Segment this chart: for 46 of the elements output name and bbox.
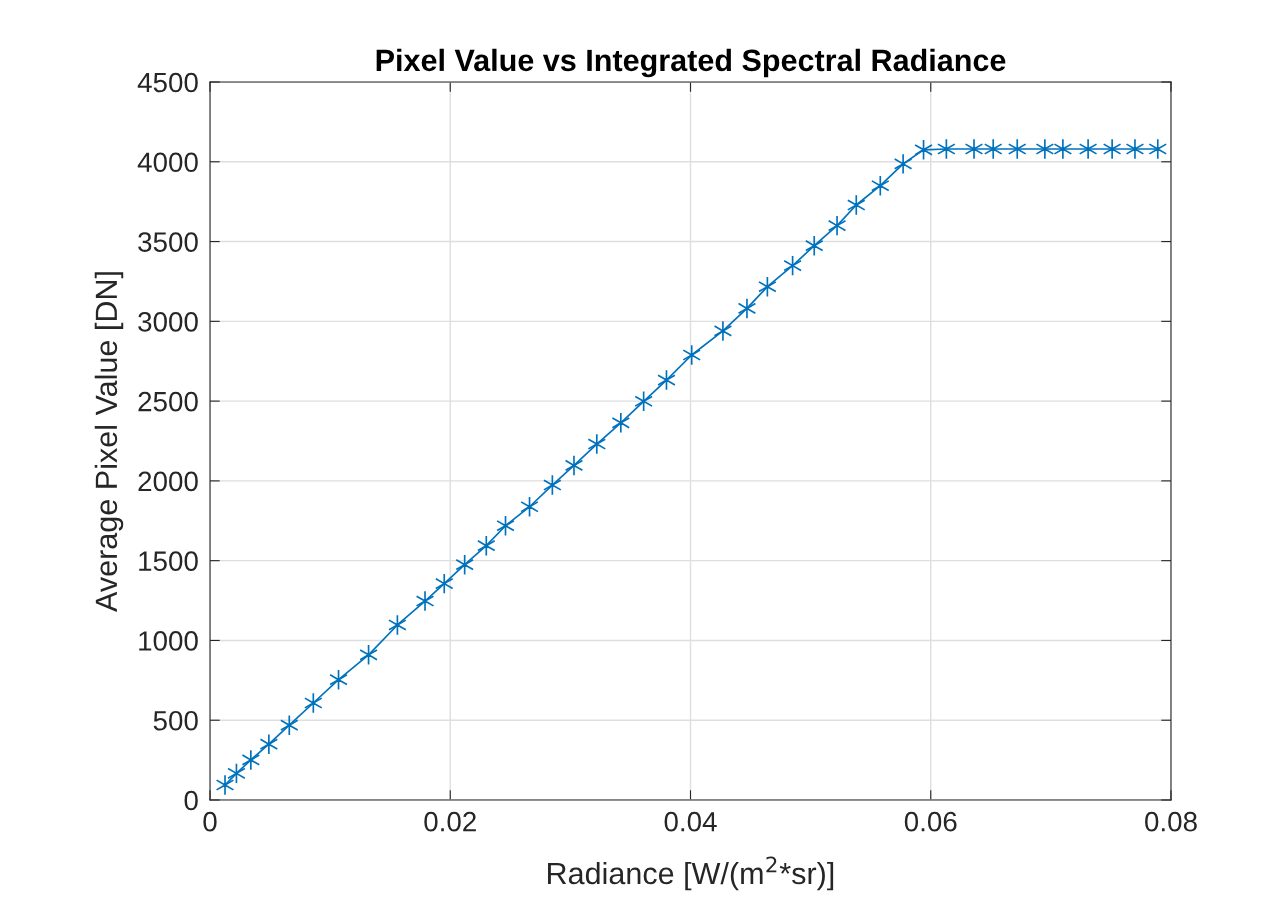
- point: [434, 573, 454, 595]
- point: [983, 138, 1003, 160]
- point: [1148, 138, 1168, 160]
- x-tick-label: 0: [203, 811, 217, 832]
- point: [827, 215, 847, 237]
- point: [964, 138, 984, 160]
- point: [241, 749, 261, 771]
- point: [893, 153, 913, 175]
- x-tick-label: 0.04: [664, 811, 717, 832]
- point: [1125, 138, 1145, 160]
- point: [259, 733, 279, 755]
- y-tick-label: 1000: [139, 631, 198, 651]
- point: [847, 194, 866, 216]
- point: [1053, 138, 1073, 160]
- x-axis-title: Radiance [W/(m$^{2}$*sr)]: [548, 856, 834, 891]
- y-tick-label: 0: [184, 790, 198, 811]
- point: [871, 175, 890, 197]
- chart-title: Pixel Value vs Integrated Spectral Radiance: [376, 48, 1006, 78]
- point: [477, 535, 496, 557]
- point: [611, 412, 631, 434]
- x-tick-label: 0.02: [424, 811, 476, 832]
- point: [737, 297, 757, 319]
- point: [587, 433, 607, 455]
- y-tick-label: 1500: [139, 551, 198, 572]
- y-tick-label: 500: [153, 710, 198, 731]
- y-tick-label: 3000: [138, 312, 198, 332]
- point: [280, 714, 299, 736]
- point: [1102, 138, 1122, 160]
- y-tick-label: 2500: [138, 391, 198, 412]
- y-tick-label: 4500: [137, 72, 198, 93]
- point: [804, 235, 824, 257]
- x-tick-label: 0.08: [1145, 811, 1197, 832]
- point: [215, 774, 235, 796]
- point: [564, 454, 584, 476]
- y-axis-title: Average Pixel Value [DN]: [94, 272, 124, 612]
- point: [713, 320, 733, 342]
- point: [1035, 138, 1055, 160]
- y-tick-label: 3500: [138, 232, 198, 252]
- x-tick-label: 0.06: [904, 811, 957, 832]
- point: [682, 344, 701, 366]
- point: [415, 590, 435, 612]
- point: [1007, 138, 1027, 160]
- point: [304, 692, 323, 714]
- y-tick-label: 4000: [137, 152, 198, 173]
- y-tick-label: 2000: [138, 471, 198, 492]
- point: [1078, 138, 1098, 160]
